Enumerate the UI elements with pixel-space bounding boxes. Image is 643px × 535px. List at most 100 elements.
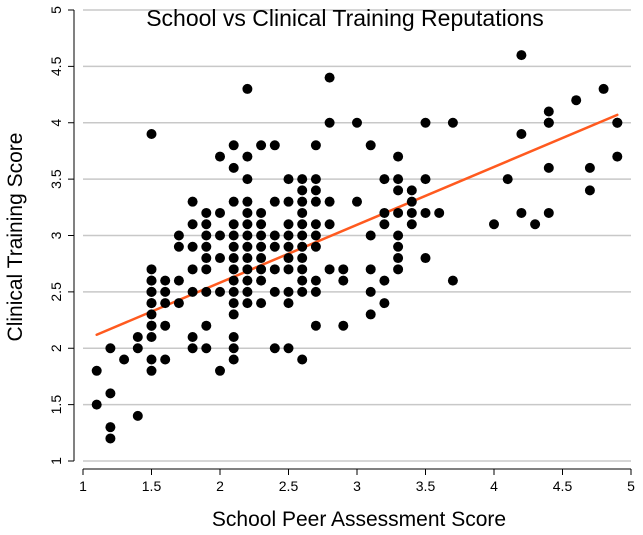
data-point-123: [310, 185, 321, 196]
data-point-100: [283, 196, 294, 207]
data-point-38: [187, 331, 198, 342]
x-tick-label-0: 1: [79, 478, 87, 494]
data-point-178: [543, 162, 554, 173]
data-point-53: [215, 286, 225, 297]
data-point-60: [228, 241, 239, 252]
data-point-23: [146, 320, 157, 331]
data-point-126: [310, 230, 321, 241]
data-point-72: [242, 174, 253, 185]
data-point-66: [228, 309, 239, 320]
data-point-59: [228, 230, 239, 241]
data-point-150: [379, 298, 390, 309]
data-point-35: [187, 241, 198, 252]
data-point-52: [215, 253, 225, 264]
data-point-49: [215, 151, 225, 162]
data-point-139: [352, 117, 362, 128]
data-point-145: [365, 309, 376, 320]
data-point-77: [242, 241, 253, 252]
data-point-152: [393, 174, 404, 185]
data-point-29: [173, 230, 184, 241]
data-point-83: [256, 140, 267, 151]
data-point-131: [324, 72, 335, 83]
data-point-118: [297, 275, 308, 286]
x-tick-label-1: 1.5: [142, 478, 162, 494]
data-point-44: [201, 253, 212, 264]
data-point-168: [447, 117, 458, 128]
data-point-37: [187, 286, 198, 297]
data-point-73: [242, 196, 253, 207]
data-point-71: [242, 151, 253, 162]
data-point-27: [160, 320, 171, 331]
data-point-151: [393, 151, 404, 162]
grid-layer: [83, 9, 631, 462]
data-point-20: [146, 275, 157, 286]
data-point-125: [310, 219, 321, 230]
data-point-67: [228, 331, 239, 342]
data-point-156: [393, 241, 404, 252]
data-point-172: [516, 50, 527, 61]
data-point-113: [297, 219, 308, 230]
data-point-34: [187, 219, 198, 230]
data-point-7: [132, 331, 143, 342]
data-point-45: [201, 264, 212, 275]
data-point-99: [283, 174, 294, 185]
data-point-65: [228, 298, 239, 309]
data-point-89: [256, 264, 267, 275]
data-point-79: [242, 264, 253, 275]
data-point-161: [406, 207, 417, 218]
y-tick-label-4: 3: [48, 231, 64, 239]
data-point-84: [256, 207, 267, 218]
data-point-153: [393, 185, 404, 196]
data-point-170: [489, 219, 499, 230]
data-point-187: [612, 117, 623, 128]
data-point-163: [420, 117, 431, 128]
data-point-160: [406, 196, 417, 207]
data-point-80: [242, 275, 253, 286]
data-point-11: [146, 264, 157, 275]
data-point-107: [283, 298, 294, 309]
data-point-169: [447, 275, 458, 286]
data-point-41: [201, 219, 212, 230]
data-point-31: [173, 275, 184, 286]
x-tick-label-6: 4: [490, 478, 498, 494]
data-point-144: [365, 286, 376, 297]
data-point-115: [297, 241, 308, 252]
data-point-42: [201, 230, 212, 241]
data-point-159: [406, 185, 417, 196]
data-point-56: [228, 162, 239, 173]
data-point-96: [269, 264, 280, 275]
data-point-101: [283, 219, 294, 230]
data-point-94: [269, 230, 280, 241]
data-point-4: [105, 422, 116, 433]
data-point-111: [297, 196, 308, 207]
data-point-149: [379, 275, 390, 286]
data-point-47: [201, 320, 212, 331]
data-point-121: [310, 140, 321, 151]
data-point-165: [420, 207, 431, 218]
y-axis-label: Clinical Training Score: [4, 133, 27, 342]
data-point-142: [365, 230, 376, 241]
data-point-155: [393, 230, 404, 241]
y-tick-label-3: 2.5: [48, 282, 64, 302]
data-point-86: [256, 230, 267, 241]
data-point-104: [283, 253, 294, 264]
data-point-141: [365, 140, 376, 151]
data-point-90: [256, 275, 267, 286]
data-point-85: [256, 219, 267, 230]
data-point-122: [310, 174, 321, 185]
data-point-136: [338, 264, 349, 275]
regression-trendline: [95, 113, 619, 336]
y-tick-label-6: 4: [48, 119, 64, 127]
data-point-81: [242, 286, 253, 297]
axis-layer: 1 1.5 2 2.5 3 3.5 4 4.5 5 1 1.5 2 2.5 3 3.5 4 4.5 5: [48, 6, 635, 494]
data-point-64: [228, 286, 239, 297]
data-point-70: [242, 83, 253, 94]
x-tick-label-7: 4.5: [553, 478, 573, 494]
y-tick-label-5: 3.5: [48, 169, 64, 189]
data-point-157: [393, 253, 404, 264]
data-point-137: [338, 275, 349, 286]
data-point-117: [297, 264, 308, 275]
data-point-25: [160, 286, 171, 297]
data-point-51: [215, 230, 225, 241]
